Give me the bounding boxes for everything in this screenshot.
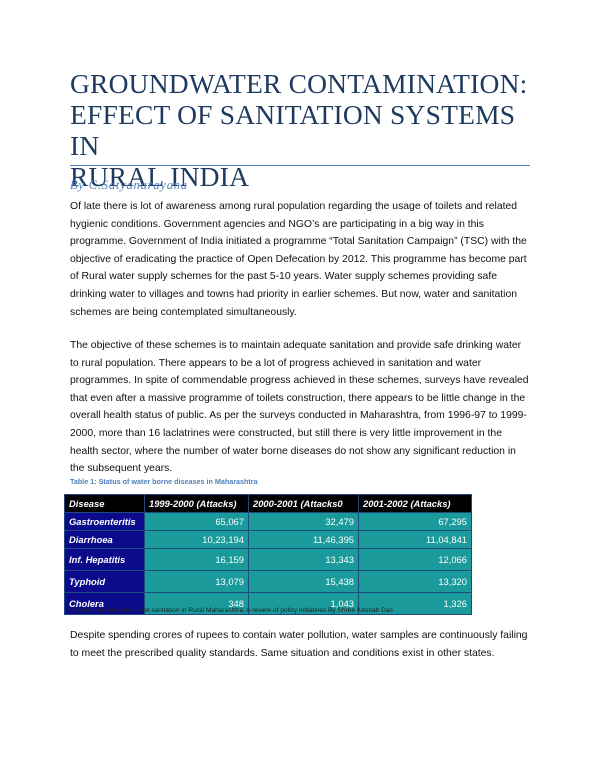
table-header-row: Disease 1999-2000 (Attacks) 2000-2001 (A… (64, 494, 472, 513)
table-row: Inf. Hepatitis 16,159 13,343 12,066 (64, 548, 472, 571)
disease-cell: Typhoid (64, 570, 145, 593)
value-cell: 11,46,395 (248, 530, 359, 549)
title-line-1: GROUNDWATER CONTAMINATION: (70, 68, 528, 99)
paragraph-3: Despite spending crores of rupees to con… (70, 630, 528, 659)
value-cell: 11,04,841 (358, 530, 472, 549)
title-divider (70, 165, 530, 166)
value-cell: 32,479 (248, 512, 359, 531)
document-title: GROUNDWATER CONTAMINATION: EFFECT OF SAN… (70, 68, 540, 192)
value-cell: 1,043 (248, 592, 359, 615)
value-cell: 65,067 (144, 512, 249, 531)
disease-cell: Diarrhoea (64, 530, 145, 549)
title-line-2: EFFECT OF SANITATION SYSTEMS IN (70, 99, 516, 161)
paragraph-2: The objective of these schemes is to mai… (70, 340, 529, 475)
disease-cell: Inf. Hepatitis (64, 548, 145, 571)
value-cell: 16,159 (144, 548, 249, 571)
value-cell: 10,23,194 (144, 530, 249, 549)
table-row: Typhoid 13,079 15,438 13,320 (64, 570, 472, 593)
value-cell: 1,326 (358, 592, 472, 615)
title-line-3: RURAL INDIA (70, 161, 250, 192)
value-cell: 67,295 (358, 512, 472, 531)
column-header-1999-2000: 1999-2000 (Attacks) (144, 494, 249, 513)
column-header-2001-2002: 2001-2002 (Attacks) (358, 494, 472, 513)
value-cell: 348 (144, 592, 249, 615)
column-header-2000-2001: 2000-2001 (Attacks0 (248, 494, 359, 513)
value-cell: 13,343 (248, 548, 359, 571)
table-caption: Table 1: Status of water borne diseases … (70, 477, 258, 486)
diseases-table: Disease 1999-2000 (Attacks) 2000-2001 (A… (64, 494, 472, 615)
table-row: Cholera 348 1,043 1,326 (64, 592, 472, 615)
value-cell: 13,079 (144, 570, 249, 593)
table-source-note: Source: Drinking water and sanitation in… (70, 607, 393, 614)
disease-cell: Gastroenteritis (64, 512, 145, 531)
table-row: Gastroenteritis 65,067 32,479 67,295 (64, 512, 472, 531)
author-byline: By C.Satyanarayana (70, 178, 188, 192)
column-header-disease: Disease (64, 494, 145, 513)
value-cell: 13,320 (358, 570, 472, 593)
value-cell: 15,438 (248, 570, 359, 593)
table-row: Diarrhoea 10,23,194 11,46,395 11,04,841 (64, 530, 472, 549)
paragraph-1: Of late there is lot of awareness among … (70, 201, 527, 318)
value-cell: 12,066 (358, 548, 472, 571)
